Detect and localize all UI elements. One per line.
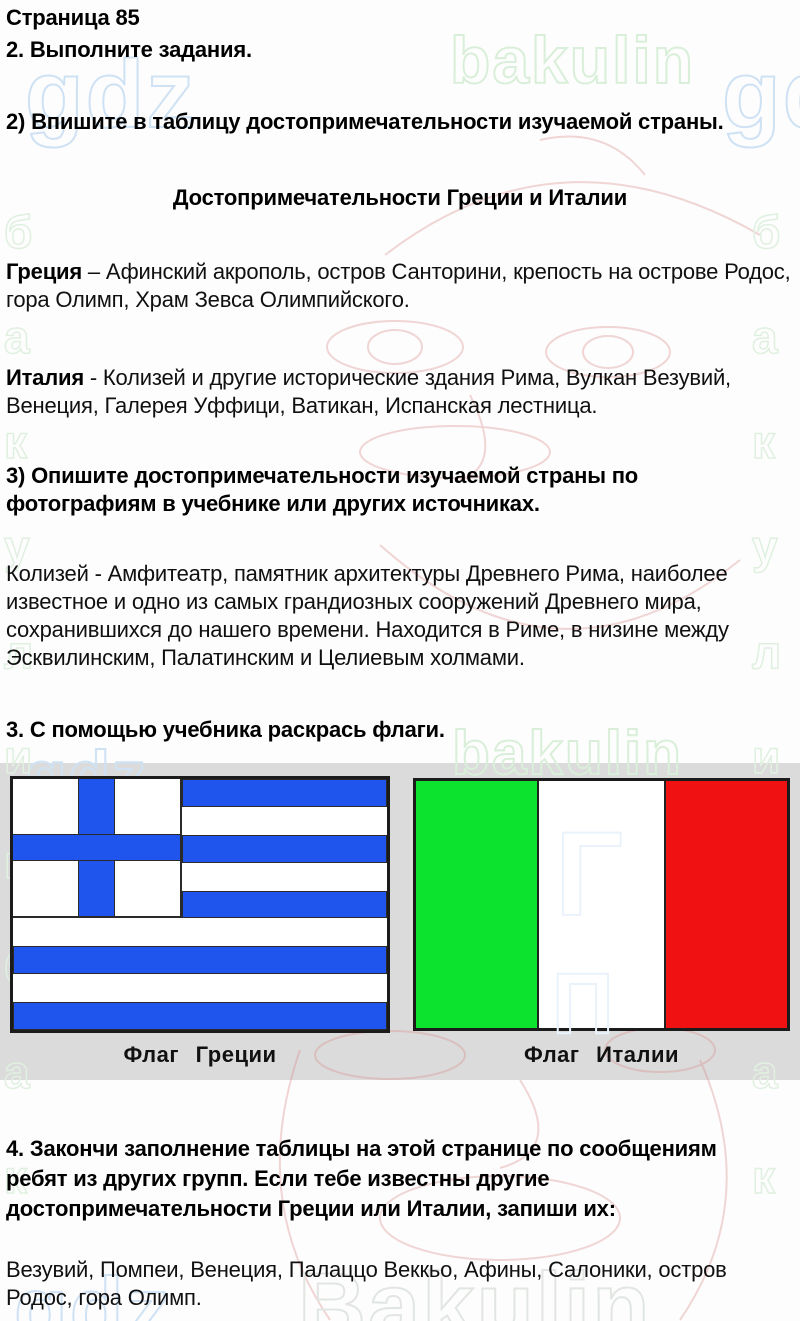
italy-flag-caption: Флаг Италии xyxy=(523,1042,680,1067)
italy-sights-text: - Колизей и другие исторические здания Р… xyxy=(6,365,731,418)
task4-heading: 4. Закончи заполнение таблицы на этой ст… xyxy=(6,1136,717,1221)
table-title: Достопримечательности Греции и Италии xyxy=(172,185,628,210)
watermark-letter: к xyxy=(751,415,776,469)
italy-red-band xyxy=(663,781,787,1028)
task2-subtask: 2) Впишите в таблицу достопримечательнос… xyxy=(6,109,724,134)
greece-blue-stripe xyxy=(182,834,387,863)
task3-subtask: 3) Опишите достопримечательности изучаем… xyxy=(6,463,639,516)
colosseum-paragraph: Колизей - Амфитеатр, памятник архитектур… xyxy=(6,561,729,670)
task4-answer: Везувий, Помпеи, Венеция, Палаццо Веккьо… xyxy=(6,1257,727,1310)
italy-label: Италия xyxy=(6,365,84,390)
italy-white-band xyxy=(539,781,664,1028)
page-title: Страница 85 xyxy=(6,5,140,30)
task2-heading: 2. Выполните задания. xyxy=(6,37,252,62)
watermark-letter: к xyxy=(751,1150,776,1204)
greece-flag-canton xyxy=(13,779,183,919)
task3-heading: 3. С помощью учебника раскрась флаги. xyxy=(6,717,445,742)
greece-blue-stripe xyxy=(182,890,387,919)
greece-blue-stripe xyxy=(182,779,387,807)
greece-sights-paragraph: Греция – Афинский акрополь, остров Санто… xyxy=(6,258,794,314)
italy-flag xyxy=(413,778,790,1031)
greece-flag xyxy=(10,776,390,1033)
greece-label: Греция xyxy=(6,259,82,284)
greece-blue-stripe xyxy=(13,1002,387,1030)
greece-cross-horizontal xyxy=(13,833,181,862)
greece-sights-text: – Афинский акрополь, остров Санторини, к… xyxy=(6,259,791,312)
italy-sights-paragraph: Италия - Колизей и другие исторические з… xyxy=(6,364,794,420)
greece-blue-stripe xyxy=(13,946,387,975)
italy-green-band xyxy=(416,781,540,1028)
greece-flag-caption: Флаг Греции xyxy=(123,1042,277,1067)
